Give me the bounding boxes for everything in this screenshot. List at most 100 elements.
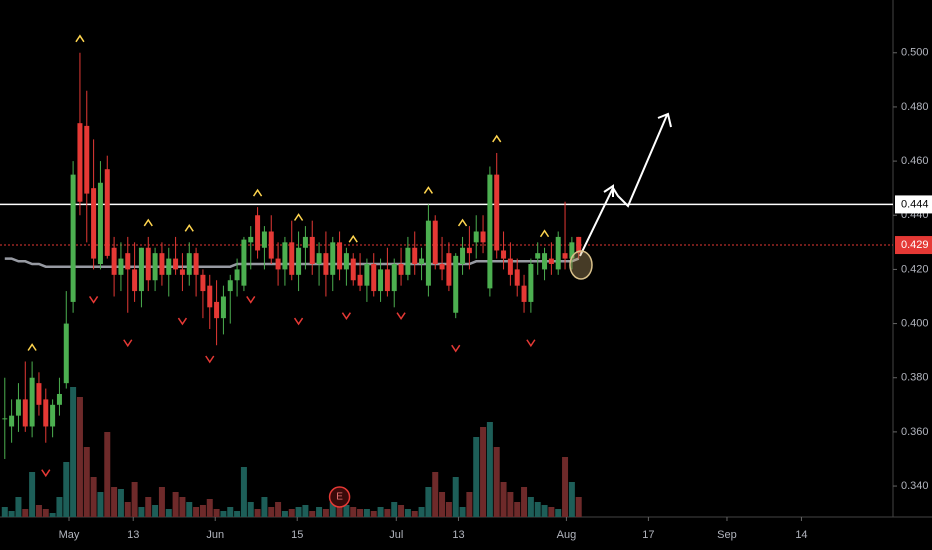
candle-body [323,253,329,275]
candle-body [405,247,411,275]
event-label: E [336,492,343,503]
volume-bar [548,507,555,517]
volume-bar [35,505,42,517]
volume-bar [227,507,234,517]
volume-bar [15,497,22,517]
x-tick-label: 13 [127,529,139,541]
volume-bar [521,487,528,517]
volume-bar [575,497,582,517]
volume-bar [329,502,336,517]
volume-bar [145,497,152,517]
volume-bar [357,509,364,517]
volume-bar [152,505,159,517]
candle-body [186,253,192,275]
x-tick-label: Jul [389,529,403,541]
fractal-up [27,343,37,351]
candle-body [446,253,452,286]
volume-bar [493,447,500,517]
volume-bar [261,497,268,517]
fractal-up [143,218,153,227]
volume-bar [411,511,418,517]
volume-bar [439,492,446,517]
candle-body [173,258,179,270]
volume-bar [8,511,15,517]
candle-body [425,220,431,286]
candle-body [391,263,397,292]
candle-body [289,242,295,275]
fractal-down [123,339,133,348]
volume-bar [158,487,165,517]
x-tick-label: Jun [206,529,224,541]
volume-bar [322,509,329,517]
fractal-down [205,355,215,364]
volume-bar [418,507,425,517]
candle-body [521,285,527,302]
candle-body [84,125,90,194]
volume-bar [363,509,370,517]
candle-body [350,258,356,281]
candle-body [432,220,438,264]
candle-body [2,418,8,420]
candle-body [234,269,240,281]
candle-body [145,247,151,281]
volume-bar [309,511,316,517]
volume-bar [302,505,309,517]
volume-bar [452,477,459,517]
volume-bar [425,487,432,517]
y-tick-label: 0.420 [901,263,929,275]
candle-body [453,255,459,313]
volume-bar [206,499,213,517]
volume-bar [377,507,384,517]
volume-bar [138,507,145,517]
fractal-down [88,295,99,304]
candle-body [364,263,370,286]
x-tick-label: Aug [557,529,577,541]
candle-body [316,253,322,264]
volume-bar [42,509,49,517]
y-tick-label: 0.500 [901,47,929,59]
volume-bar [70,387,77,517]
volume-bar [527,497,534,517]
candle-body [227,280,233,292]
candle-body [282,242,288,270]
candle-body [275,258,281,270]
y-tick-label: 0.400 [901,317,929,329]
candle-body [337,242,343,270]
candle-body [548,258,554,264]
volume-bar [343,505,350,517]
fractal-down [341,312,352,321]
x-tick-label: May [59,529,80,541]
volume-bar [179,497,186,517]
candle-body [248,236,254,243]
volume-bar [97,492,104,517]
candle-body [514,269,520,286]
candle-body [36,383,42,405]
volume-bar [56,497,63,517]
candle-body [241,239,247,286]
volume-bar [22,509,29,517]
volume-bar [466,492,473,517]
candle-body [562,253,568,259]
x-tick-label: 14 [795,529,807,541]
fractal-down [396,312,406,321]
volume-bar [555,509,562,517]
candle-body [528,263,534,302]
volume-bar [275,502,282,517]
candle-body [43,399,49,427]
candle-body [193,253,199,275]
price-level-label: 0.429 [901,239,929,251]
candle-body [50,404,56,427]
volume-bar [391,502,398,517]
volume-bar [432,472,439,517]
candle-body [378,269,384,292]
volume-bar [398,505,405,517]
plot-area: E [0,34,893,517]
volume-bar [295,507,302,517]
candle-body [296,247,302,275]
volume-bar [384,509,391,517]
fractal-down [293,317,304,326]
fractal-up [184,223,194,232]
candle-body [507,258,513,275]
candle-body [309,236,315,264]
